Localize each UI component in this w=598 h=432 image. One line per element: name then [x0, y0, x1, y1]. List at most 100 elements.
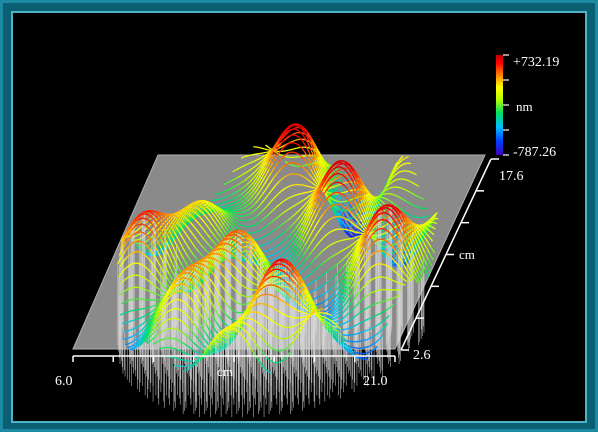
surface-mesh-line — [218, 305, 224, 312]
surface-mesh-line — [137, 213, 142, 218]
surface-mesh-line — [413, 193, 418, 197]
surface-mesh-line — [150, 318, 156, 326]
surface-mesh-line — [232, 245, 238, 250]
surface-mesh-line — [159, 304, 165, 311]
surface-mesh-line — [274, 263, 279, 266]
surface-mesh-line — [194, 335, 200, 341]
surface-mesh-line — [147, 289, 152, 293]
surface-mesh-line — [353, 199, 359, 208]
surface-mesh-line — [148, 280, 154, 285]
surface-mesh-line — [409, 191, 415, 195]
surface-mesh-line — [314, 202, 320, 211]
surface-mesh-line — [335, 270, 341, 276]
surface-mesh-line — [205, 202, 211, 207]
surface-mesh-line — [286, 226, 291, 231]
surface-mesh-line — [181, 221, 187, 229]
surface-mesh-line — [287, 162, 292, 165]
surface-mesh-line — [303, 318, 309, 324]
surface-mesh-line — [351, 271, 357, 280]
surface-mesh-line — [274, 256, 279, 260]
surface-mesh-line — [277, 285, 282, 290]
surface-mesh-line — [265, 155, 271, 163]
surface-mesh-line — [302, 290, 308, 298]
surface-mesh-line — [258, 219, 263, 224]
surface-mesh-line — [181, 211, 186, 213]
surface-mesh-line — [289, 151, 293, 154]
surface-mesh-line — [336, 160, 341, 164]
surface-mesh-line — [298, 137, 304, 142]
surface-mesh-line — [403, 219, 409, 227]
surface-mesh-line — [333, 162, 338, 166]
surface-mesh-line — [303, 301, 309, 307]
surface-mesh-line — [208, 351, 213, 356]
surface-mesh-line — [428, 236, 434, 242]
surface-mesh-line — [321, 247, 327, 252]
surface-mesh-line — [165, 302, 170, 308]
surface-mesh-line — [252, 165, 257, 169]
surface-mesh-line — [246, 189, 252, 195]
surface-mesh-line — [293, 255, 299, 261]
surface-mesh-line — [227, 305, 233, 310]
surface-mesh-line — [253, 231, 258, 234]
surface-mesh-line — [306, 132, 312, 140]
surface-mesh-line — [183, 215, 188, 220]
surface-mesh-line — [304, 265, 309, 271]
surface-mesh-line — [145, 244, 151, 250]
surface-mesh-line — [185, 313, 191, 319]
surface-mesh-line — [218, 222, 224, 229]
surface-mesh-line — [215, 207, 221, 212]
surface-mesh-line — [231, 222, 237, 227]
surface-mesh-line — [223, 343, 228, 349]
surface-mesh-line — [370, 348, 375, 353]
surface-mesh-line — [158, 310, 163, 317]
surface-mesh-line — [326, 288, 332, 293]
surface-mesh-line — [299, 284, 304, 292]
surface-mesh-line — [327, 193, 333, 198]
surface-mesh-line — [141, 276, 147, 280]
surface-mesh-line — [169, 300, 174, 304]
surface-mesh-line — [384, 187, 390, 192]
surface-mesh-line — [326, 176, 332, 182]
surface-mesh-line — [191, 205, 196, 208]
surface-mesh-line — [288, 148, 293, 151]
surface-mesh-line — [190, 222, 195, 228]
surface-mesh-line — [253, 158, 258, 162]
surface-mesh-line — [424, 224, 429, 226]
surface-mesh-line — [426, 241, 432, 248]
surface-mesh-line — [121, 235, 127, 243]
surface-mesh-line — [367, 327, 372, 331]
surface-mesh-line — [282, 355, 288, 361]
surface-mesh-line — [231, 205, 236, 208]
surface-mesh-line — [140, 338, 145, 344]
surface-mesh-line — [363, 270, 369, 276]
surface-mesh-line — [318, 213, 324, 220]
surface-mesh-line — [303, 248, 308, 255]
surface-mesh-line — [335, 216, 341, 224]
surface-mesh-line — [331, 185, 336, 189]
surface-mesh-line — [172, 256, 178, 266]
surface-mesh-line — [308, 304, 314, 310]
surface-mesh-line — [210, 346, 216, 352]
surface-mesh-line — [250, 210, 255, 215]
surface-mesh-line — [184, 211, 189, 215]
surface-mesh-line — [162, 319, 168, 324]
surface-mesh-line — [331, 328, 336, 333]
surface-mesh-line — [343, 294, 349, 302]
surface-mesh-line — [220, 295, 226, 302]
surface-mesh-line — [280, 269, 285, 273]
surface-mesh-line — [272, 142, 278, 150]
surface-mesh-line — [406, 226, 412, 236]
surface-mesh-line — [215, 252, 220, 256]
surface-mesh-line — [150, 308, 155, 313]
surface-mesh-line — [312, 245, 318, 251]
surface-mesh-line — [407, 241, 413, 252]
surface-mesh-line — [391, 296, 396, 300]
surface-mesh-line — [255, 198, 260, 204]
surface-mesh-line — [353, 170, 359, 178]
surface-mesh-line — [293, 128, 298, 131]
surface-mesh-line — [194, 269, 199, 274]
surface-mesh-line — [389, 180, 395, 185]
surface-mesh-line — [248, 325, 253, 330]
surface-mesh-line — [385, 209, 390, 213]
surface-mesh-line — [336, 175, 342, 179]
